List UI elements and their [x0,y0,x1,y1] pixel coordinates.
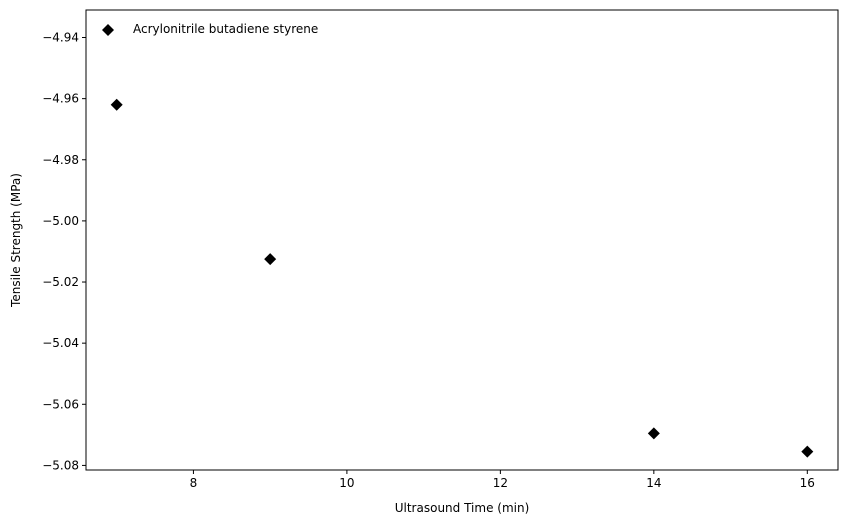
y-tick-label: −5.06 [42,397,79,411]
legend: Acrylonitrile butadiene styrene [102,22,318,36]
x-tick-label: 14 [646,476,661,490]
data-points [110,98,814,458]
x-axis-label: Ultrasound Time (min) [395,501,530,515]
data-point [264,253,277,266]
y-tick-label: −4.94 [42,31,79,45]
legend-label: Acrylonitrile butadiene styrene [133,22,318,36]
data-point [647,427,660,440]
plot-frame [85,9,839,471]
x-axis-ticks: 8 10 12 14 16 [190,470,815,490]
x-tick-label: 8 [190,476,198,490]
data-point [110,98,123,111]
y-tick-label: −5.08 [42,458,79,472]
legend-marker-diamond [102,24,114,36]
y-tick-label: −5.00 [42,214,79,228]
y-axis-ticks: −4.94 −4.96 −4.98 −5.00 −5.02 −5.04 −5.06 −5.08 [42,31,86,472]
y-tick-label: −5.04 [42,336,79,350]
x-tick-label: 10 [339,476,354,490]
x-tick-label: 16 [800,476,815,490]
data-point [801,445,814,458]
y-tick-label: −5.02 [42,275,79,289]
y-axis-label: Tensile Strength (MPa) [9,173,23,308]
x-tick-label: 12 [493,476,508,490]
y-tick-label: −4.98 [42,153,79,167]
y-tick-label: −4.96 [42,92,79,106]
